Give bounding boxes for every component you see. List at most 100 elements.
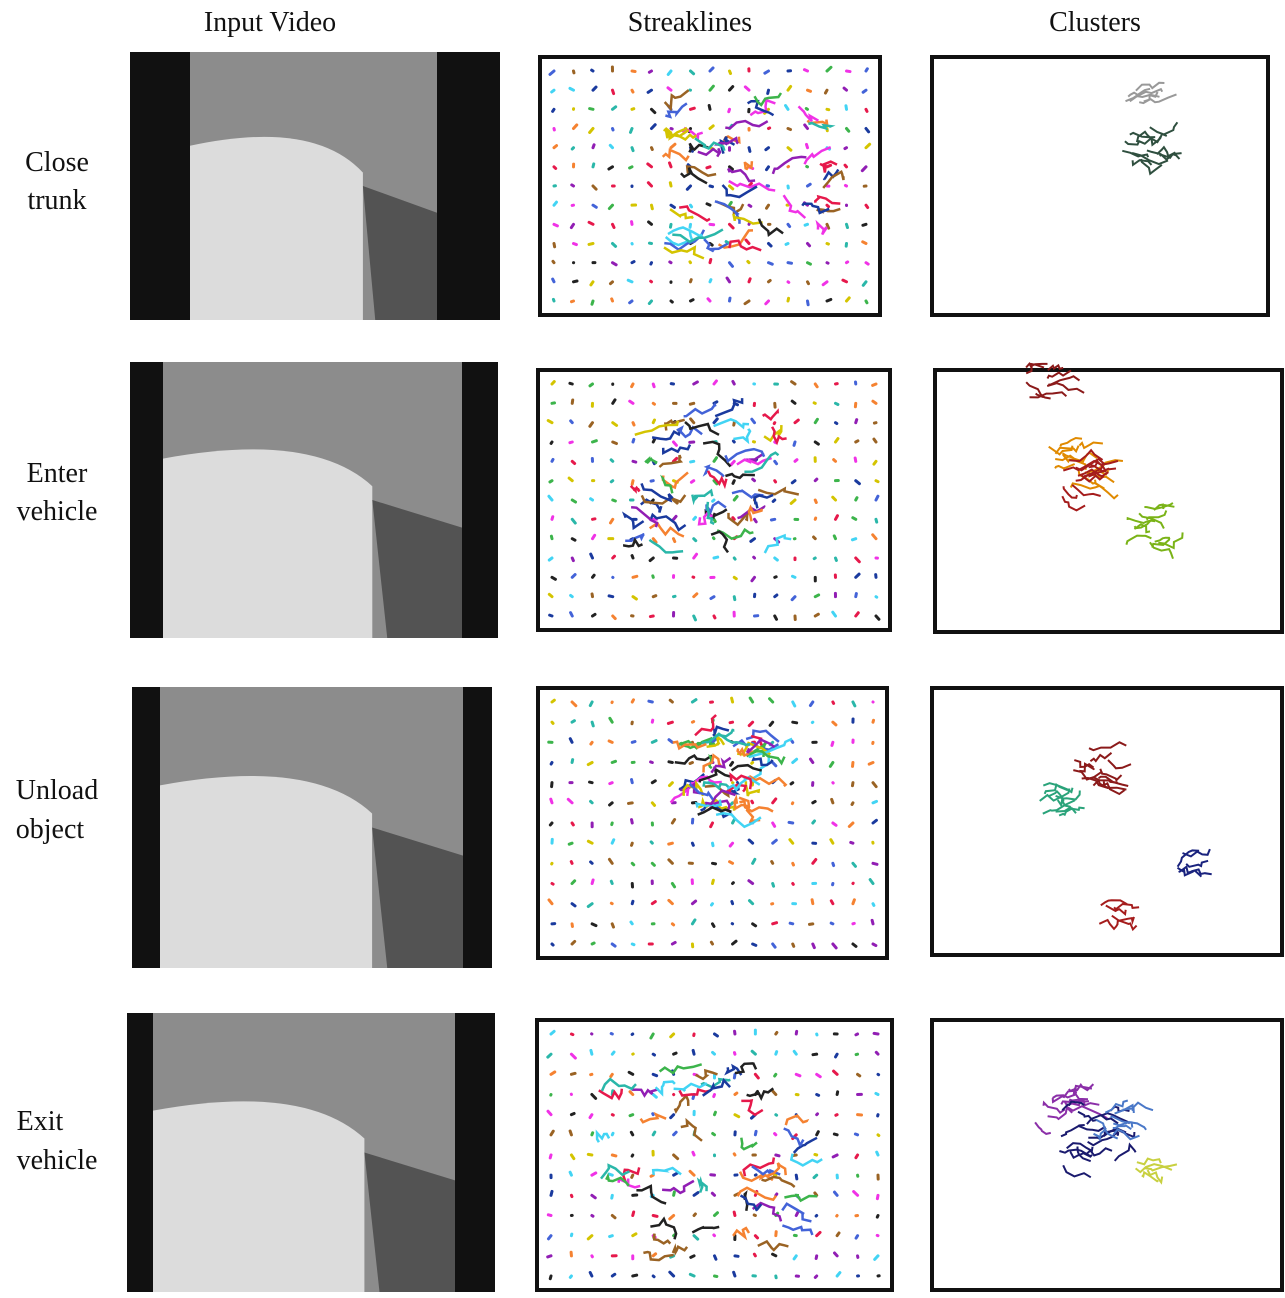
flow-dot — [733, 481, 734, 484]
flow-dot — [713, 500, 714, 501]
flow-dot — [834, 536, 835, 539]
flow-dot — [550, 1276, 551, 1279]
flow-dot — [794, 1051, 796, 1054]
flow-dot — [713, 538, 714, 539]
flow-dot — [693, 1152, 694, 1155]
flow-dot — [773, 500, 775, 501]
flow-dot — [791, 783, 793, 784]
flow-dot — [652, 863, 654, 865]
flow-dot — [793, 944, 794, 946]
flow-dot — [611, 460, 613, 461]
flow-dot — [815, 1154, 817, 1155]
flow-dot — [856, 594, 857, 597]
flow-dot — [609, 1174, 612, 1175]
flow-dot — [715, 1112, 716, 1114]
flow-dot — [632, 90, 633, 92]
flow-dot — [551, 1031, 554, 1034]
flow-dot — [833, 863, 834, 865]
flow-dot — [733, 441, 734, 442]
flow-dot — [694, 616, 696, 620]
flow-dot — [755, 1236, 757, 1238]
flow-dot — [853, 900, 854, 904]
flow-dot — [750, 698, 752, 702]
flow-dot — [832, 799, 833, 802]
flow-dot — [632, 780, 633, 783]
panel-border — [932, 1020, 1282, 1290]
flow-dot — [553, 261, 554, 262]
flow-dot — [633, 576, 637, 577]
flow-dot — [855, 458, 856, 461]
flow-dot — [877, 1216, 878, 1218]
flow-dot — [649, 301, 651, 303]
flow-dot — [628, 803, 632, 804]
flow-dot — [571, 613, 573, 616]
flow-dot — [552, 459, 553, 461]
flow-dot — [694, 539, 696, 541]
flow-dot — [810, 702, 812, 706]
flow-dot — [796, 1175, 797, 1179]
flow-dot — [650, 616, 653, 617]
flow-dot — [876, 481, 878, 482]
flow-dot — [710, 280, 711, 282]
flow-dot — [632, 944, 634, 945]
flow-dot — [690, 403, 693, 404]
flow-dot — [552, 577, 555, 579]
flow-dot — [852, 539, 855, 540]
flow-dot — [836, 423, 837, 424]
flow-dot — [612, 761, 615, 762]
flow-dot — [766, 301, 769, 304]
flow-dot — [832, 742, 833, 745]
flow-dot — [834, 1192, 837, 1195]
flow-dot — [815, 595, 818, 597]
flow-dot — [730, 722, 732, 723]
flow-dot — [708, 299, 710, 301]
flow-dot — [633, 439, 634, 442]
flow-dot — [852, 803, 853, 805]
cluster-panel — [935, 364, 1282, 632]
flow-dot — [571, 595, 573, 596]
flow-dot — [613, 129, 614, 130]
streakline-panel — [538, 688, 887, 958]
flow-dot — [692, 700, 696, 702]
flow-dot — [650, 558, 653, 561]
flow-dot — [632, 742, 635, 743]
flow-dot — [786, 106, 788, 110]
flow-dot — [752, 801, 753, 803]
flow-dot — [835, 1253, 838, 1256]
flow-dot — [552, 944, 553, 945]
flow-dot — [732, 698, 733, 702]
flow-dot — [827, 299, 831, 301]
flow-dot — [653, 403, 654, 404]
flow-dot — [550, 1155, 551, 1158]
flow-dot — [775, 577, 776, 578]
flow-dot — [873, 944, 876, 946]
flow-dot — [690, 763, 692, 764]
flow-dot — [715, 1213, 718, 1216]
flow-dot — [792, 576, 795, 577]
flow-dot — [671, 301, 672, 302]
flow-dot — [574, 244, 577, 245]
flow-dot — [776, 1033, 777, 1034]
streakline-panel — [540, 57, 880, 315]
flow-dot — [571, 421, 573, 423]
flow-dot — [632, 863, 633, 864]
flow-dot — [873, 384, 876, 385]
flow-dot — [611, 1074, 612, 1076]
flow-dot — [769, 280, 771, 281]
flow-dot — [591, 742, 592, 744]
flow-dot — [613, 500, 616, 501]
flow-dot — [672, 820, 674, 823]
flow-dot — [856, 1236, 857, 1238]
flow-dot — [670, 163, 671, 167]
flow-dot — [734, 1272, 735, 1276]
flow-dot — [589, 244, 593, 245]
flow-dot — [836, 1054, 838, 1057]
flow-dot — [612, 1216, 615, 1218]
flow-dot — [851, 842, 853, 843]
flow-dot — [612, 1274, 614, 1276]
flow-dot — [572, 558, 573, 561]
flow-dot — [570, 383, 572, 384]
flow-dot — [827, 205, 829, 206]
flow-dot — [877, 1195, 878, 1198]
flow-dot — [816, 1216, 817, 1217]
